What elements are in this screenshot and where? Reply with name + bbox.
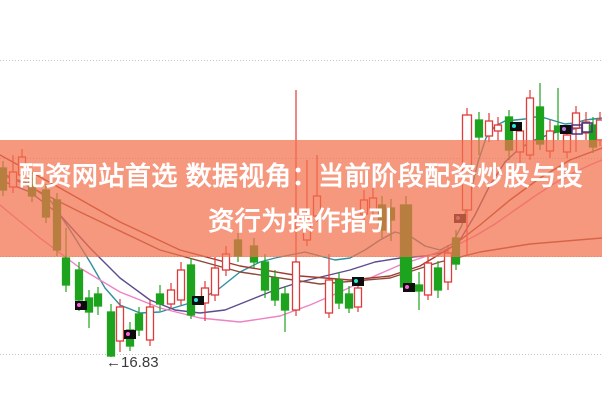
candle-up (545, 130, 555, 152)
signal-dot (354, 279, 358, 283)
candle-up (176, 269, 186, 301)
candle-down (74, 269, 84, 301)
candle-down (41, 189, 51, 218)
candle-down (155, 293, 165, 305)
candle-up (525, 97, 535, 156)
candle-down (451, 237, 461, 265)
signal-dot (456, 216, 460, 220)
candle-up (8, 171, 18, 188)
candle-up (353, 287, 363, 308)
signal-marker (124, 330, 136, 339)
candle-down (414, 284, 424, 292)
candle-down (93, 293, 103, 307)
candle-up (210, 267, 220, 296)
candle-down (270, 277, 280, 301)
candle-down (134, 313, 144, 331)
candle-up (562, 134, 572, 153)
candle-up (291, 261, 301, 311)
candle-down (474, 119, 484, 138)
signal-marker (75, 301, 87, 310)
candle-up (493, 124, 503, 132)
candle-down (377, 204, 387, 231)
candle-down (186, 264, 196, 316)
signal-marker (192, 296, 204, 305)
signal-dot (562, 127, 566, 131)
candle-down (588, 124, 598, 148)
candle-up (484, 120, 494, 137)
candle-up (166, 289, 176, 305)
candle-up (200, 287, 210, 304)
candle-down (260, 261, 270, 291)
signal-dot (77, 303, 81, 307)
candle-up (595, 119, 602, 141)
signal-dot (194, 298, 198, 302)
signal-marker (403, 283, 415, 292)
candle-up (423, 262, 433, 296)
candle-up (515, 130, 525, 153)
candle-down (344, 293, 354, 309)
ma-longest-maroon (0, 171, 602, 285)
candle-down (0, 167, 8, 191)
candle-down (280, 293, 290, 311)
signal-marker-hollow (581, 122, 593, 133)
candle-down (27, 177, 37, 197)
candle-down (386, 207, 396, 221)
candle-up (312, 195, 322, 217)
candle-down (433, 267, 443, 291)
candle-up (324, 279, 334, 314)
candle-down (249, 245, 259, 263)
ma-long-darkred (0, 147, 602, 281)
candle-up (221, 253, 231, 271)
signal-dot (512, 124, 516, 128)
signal-marker (352, 277, 364, 286)
candle-down (52, 199, 62, 251)
candle-down (61, 257, 71, 286)
candle-up (145, 306, 155, 341)
candle-down (399, 204, 413, 288)
candle-up (461, 114, 473, 211)
candle-down (334, 279, 344, 304)
signal-dot (405, 285, 409, 289)
candle-up (359, 199, 369, 215)
candle-down (535, 106, 545, 145)
candle-down (233, 239, 243, 257)
signal-marker (510, 122, 522, 131)
candle-up (17, 156, 27, 176)
candle-up (443, 252, 453, 283)
ma-mid-purple (0, 125, 602, 314)
signal-marker (454, 214, 466, 223)
low-price-annotation: ←16.83 (106, 354, 159, 371)
candle-down (106, 311, 116, 357)
signal-dot (126, 332, 130, 336)
candle-down (504, 116, 514, 151)
candle-up (368, 197, 378, 211)
signal-marker (560, 125, 572, 134)
candle-up (571, 112, 581, 129)
candle-up (302, 217, 312, 241)
candle-up (115, 306, 125, 342)
